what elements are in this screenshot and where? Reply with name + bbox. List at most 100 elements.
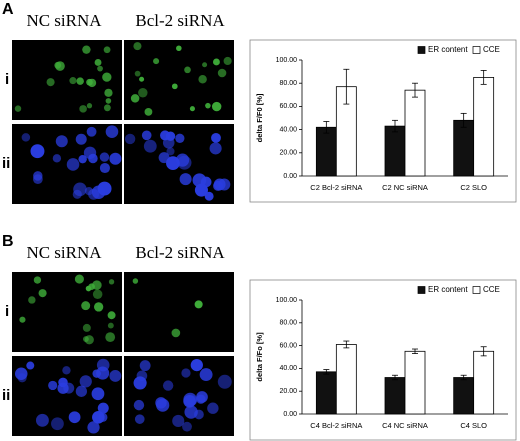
- cell: [83, 146, 97, 159]
- cell: [162, 380, 174, 391]
- cell: [30, 144, 45, 159]
- bar: [453, 377, 475, 415]
- cell: [198, 75, 207, 84]
- row-label: i: [5, 71, 9, 88]
- cell: [92, 289, 103, 300]
- micrograph: [124, 272, 234, 352]
- cell: [192, 173, 207, 188]
- x-tick-label: C2 Bcl-2 siRNA: [310, 183, 362, 192]
- cell: [205, 102, 211, 109]
- cell: [108, 279, 115, 285]
- cell: [102, 72, 112, 82]
- y-tick-label: 0.00: [283, 411, 297, 418]
- bar: [384, 125, 406, 177]
- cell: [138, 88, 148, 98]
- cell: [68, 411, 81, 424]
- y-tick-label: 40.00: [279, 365, 297, 372]
- cell: [85, 285, 92, 292]
- cell: [166, 147, 175, 156]
- column-label: NC siRNA: [26, 11, 102, 30]
- cell: [211, 132, 221, 143]
- cell: [139, 360, 151, 372]
- cell: [190, 358, 203, 372]
- bar: [335, 344, 357, 415]
- cell: [81, 301, 91, 311]
- bar: [384, 377, 406, 415]
- cell: [28, 296, 36, 304]
- cell: [179, 173, 192, 186]
- cell: [171, 328, 181, 338]
- cell: [17, 373, 27, 383]
- cell: [109, 152, 122, 165]
- panel-label: A: [2, 1, 14, 18]
- cell: [79, 105, 87, 113]
- row-label: ii: [2, 387, 10, 404]
- y-tick-label: 80.00: [279, 320, 297, 327]
- legend-swatch: [417, 286, 426, 294]
- cell: [75, 385, 88, 397]
- column-label: NC siRNA: [26, 243, 102, 262]
- cell: [189, 106, 195, 112]
- cell: [217, 68, 227, 78]
- cell: [63, 382, 75, 394]
- column-label: Bcl-2 siRNA: [135, 11, 225, 30]
- row-label: i: [5, 303, 9, 320]
- cell: [99, 162, 110, 174]
- cell: [82, 45, 91, 54]
- cell: [84, 335, 94, 345]
- cell: [78, 154, 87, 164]
- cell: [76, 77, 84, 85]
- bar: [315, 126, 337, 177]
- cell: [72, 189, 82, 199]
- cell: [162, 136, 175, 149]
- cell: [143, 139, 157, 153]
- cell: [109, 370, 122, 382]
- cell: [186, 395, 198, 406]
- cell: [105, 98, 112, 104]
- cell: [213, 180, 224, 191]
- cell: [153, 58, 160, 65]
- cell: [103, 46, 111, 54]
- bar: [453, 119, 475, 177]
- x-tick-label: C2 SLO: [460, 183, 487, 192]
- cell: [92, 280, 102, 290]
- legend-label: ER content: [428, 45, 468, 54]
- cell: [211, 101, 222, 112]
- cell: [87, 421, 100, 434]
- panel-label: B: [2, 233, 14, 250]
- cell: [217, 374, 232, 389]
- legend-label: CCE: [483, 285, 500, 294]
- cell: [105, 125, 119, 139]
- cell: [82, 323, 91, 332]
- cell: [97, 402, 109, 414]
- cell: [134, 414, 145, 424]
- micrograph: [12, 272, 122, 352]
- y-axis-label: delta F/Fo [%]: [255, 332, 264, 382]
- cell: [181, 368, 191, 378]
- cell: [132, 278, 139, 284]
- cell: [204, 191, 214, 201]
- cell: [104, 88, 113, 97]
- x-tick-label: C4 SLO: [460, 421, 487, 430]
- cell: [35, 413, 49, 427]
- cell: [84, 186, 94, 196]
- bar: [404, 89, 426, 177]
- y-tick-label: 100.00: [276, 57, 298, 64]
- cell: [21, 133, 31, 142]
- cell: [75, 133, 87, 145]
- legend-label: CCE: [483, 45, 500, 54]
- cell: [141, 130, 152, 141]
- cell: [124, 133, 136, 145]
- bar: [473, 77, 495, 177]
- y-tick-label: 60.00: [279, 342, 297, 349]
- cell: [213, 58, 220, 66]
- cell: [14, 105, 22, 112]
- x-tick-label: C4 NC siRNA: [382, 421, 428, 430]
- cell: [133, 399, 145, 411]
- cell: [202, 62, 208, 68]
- column-label: Bcl-2 siRNA: [135, 243, 225, 262]
- y-tick-label: 80.00: [279, 80, 297, 87]
- cell: [19, 316, 26, 323]
- cell: [171, 83, 178, 90]
- cell: [139, 76, 145, 82]
